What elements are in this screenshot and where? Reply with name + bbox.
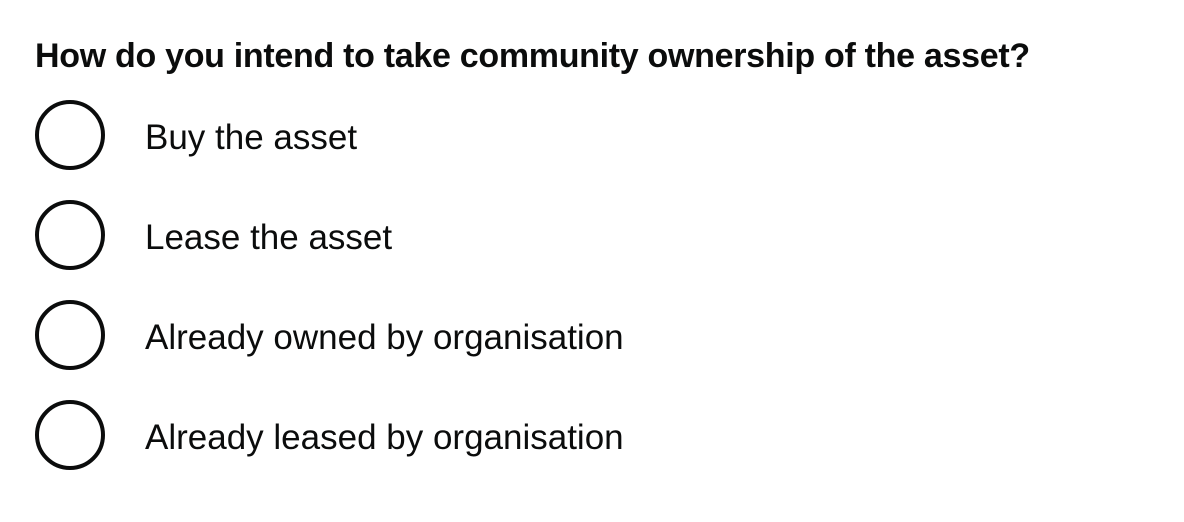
radio-option-already-owned[interactable]: Already owned by organisation: [35, 300, 935, 380]
radio-option-buy[interactable]: Buy the asset: [35, 100, 935, 180]
radio-label-buy[interactable]: Buy the asset: [145, 118, 358, 157]
question-legend: How do you intend to take community owne…: [35, 37, 1030, 75]
radio-label-already-owned[interactable]: Already owned by organisation: [145, 318, 624, 357]
radio-option-already-leased[interactable]: Already leased by organisation: [35, 400, 935, 480]
radio-button-lease[interactable]: [35, 200, 105, 270]
radio-button-buy[interactable]: [35, 100, 105, 170]
radio-button-already-owned[interactable]: [35, 300, 105, 370]
radio-label-already-leased[interactable]: Already leased by organisation: [145, 418, 624, 457]
radio-option-lease[interactable]: Lease the asset: [35, 200, 935, 280]
ownership-question-fieldset: How do you intend to take community owne…: [35, 30, 1155, 470]
radio-button-already-leased[interactable]: [35, 400, 105, 470]
radio-label-lease[interactable]: Lease the asset: [145, 218, 393, 257]
